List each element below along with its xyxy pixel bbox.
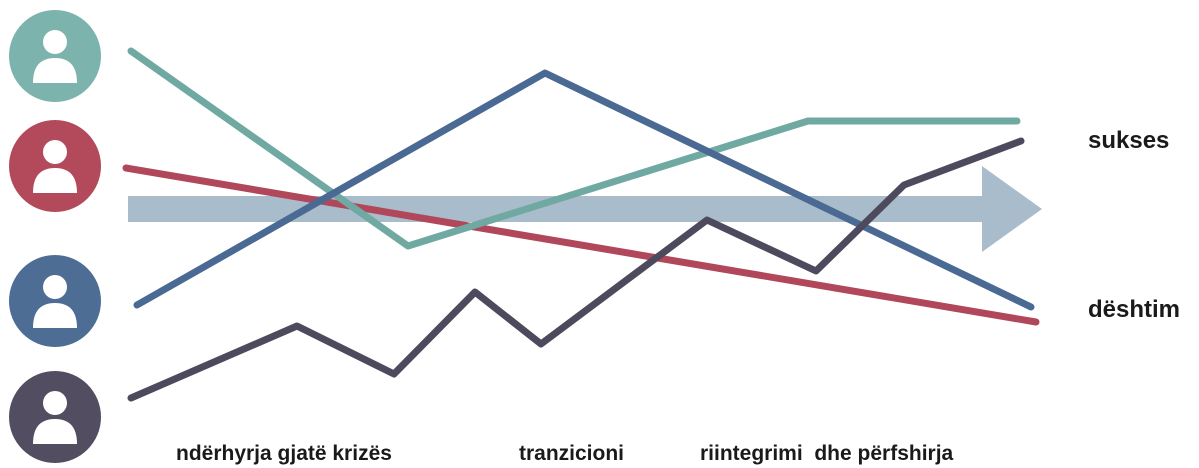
person-icon bbox=[33, 275, 77, 328]
avatar-teal bbox=[9, 10, 101, 102]
person-icon bbox=[33, 30, 77, 83]
avatar-red bbox=[9, 120, 101, 212]
avatar-blue bbox=[9, 255, 101, 347]
outcome-failure-label: dështim bbox=[1088, 296, 1180, 323]
person-icon bbox=[33, 391, 77, 444]
stage-label-reintegration: riintegrimi dhe përfshirja bbox=[700, 442, 954, 465]
pathway-line-red bbox=[122, 164, 1040, 326]
progress-arrow bbox=[128, 166, 1042, 252]
outcome-success-label: sukses bbox=[1088, 127, 1169, 154]
pathway-line-dark bbox=[127, 137, 1025, 402]
person-icon bbox=[33, 140, 77, 193]
pathway-line-teal bbox=[127, 47, 1021, 250]
avatar-dark bbox=[9, 371, 101, 463]
stage-label-crisis: ndërhyrja gjatë krizës bbox=[176, 442, 392, 465]
stage-label-transition: tranzicioni bbox=[519, 442, 624, 465]
pathway-line-blue bbox=[133, 69, 1035, 311]
